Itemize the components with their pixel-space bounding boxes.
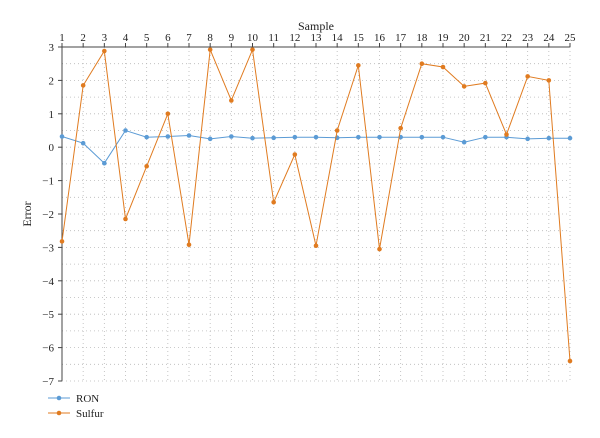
x-tick-label: 3 [102, 32, 108, 44]
sulfur-point [313, 243, 319, 249]
x-tick-label: 24 [543, 32, 555, 44]
ron-point [313, 134, 319, 140]
ron-point [419, 134, 425, 140]
plot-grid [62, 47, 570, 381]
sulfur-point [504, 132, 509, 137]
sulfur-point [440, 64, 446, 70]
x-tick-label: 1 [59, 32, 65, 44]
y-tick-label: −2 [42, 209, 54, 221]
x-tick-label: 23 [522, 32, 534, 44]
sulfur-point [229, 98, 234, 103]
series-layer [59, 47, 573, 364]
sulfur-point [483, 80, 488, 86]
y-axis-title: Error [20, 201, 34, 226]
y-tick-label: −5 [42, 309, 54, 321]
x-tick-label: 10 [247, 32, 259, 44]
sulfur-point [356, 63, 361, 68]
sulfur-point [525, 74, 530, 79]
y-tick-label: 0 [49, 142, 55, 154]
y-tick-label: 1 [49, 109, 55, 121]
legend-ron-marker [56, 395, 62, 401]
legend: RON Sulfur [48, 393, 104, 420]
sulfur-point [567, 358, 573, 364]
ron-point [292, 134, 298, 140]
sulfur-point [398, 125, 403, 131]
ron-point [165, 134, 171, 139]
sulfur-point [292, 152, 298, 157]
sulfur-point [102, 48, 107, 54]
x-tick-label: 9 [229, 32, 235, 44]
sulfur-point [461, 84, 467, 89]
ron-point [377, 134, 382, 140]
sulfur-point [250, 47, 255, 52]
sulfur-point [419, 61, 425, 66]
sulfur-point [165, 111, 171, 117]
sulfur-point [144, 163, 149, 169]
x-tick-label: 13 [311, 32, 323, 44]
x-tick-label: 8 [207, 32, 213, 44]
sulfur-point [123, 216, 128, 222]
x-axis-title: Sample [298, 19, 334, 33]
ron-point [144, 134, 149, 140]
x-tick-label: 4 [123, 32, 129, 44]
x-tick-label: 16 [374, 32, 386, 44]
x-tick-label: 5 [144, 32, 150, 44]
y-tick-label: −1 [42, 176, 54, 188]
sulfur-point [80, 83, 86, 88]
y-tick-labels: 3 2 1 0 −1 −2 −3 −4 −5 −6 −7 [42, 42, 54, 388]
sulfur-point [186, 242, 192, 248]
legend-ron-label: RON [76, 393, 99, 405]
plot-axes [58, 43, 571, 382]
y-tick-label: −3 [42, 242, 54, 254]
y-tick-label: 2 [49, 75, 55, 87]
ron-point [525, 136, 530, 142]
y-tick-label: −4 [42, 276, 54, 288]
ron-point [250, 135, 255, 141]
x-tick-label: 11 [268, 32, 279, 44]
ron-point [207, 136, 213, 142]
x-tick-label: 22 [501, 32, 512, 44]
ron-point [229, 134, 234, 139]
legend-sulfur-label: Sulfur [76, 408, 104, 420]
ron-point [80, 140, 86, 146]
y-tick-label: −7 [42, 376, 54, 388]
ron-point [186, 133, 192, 138]
x-tick-label: 18 [416, 32, 428, 44]
x-tick-label: 25 [565, 32, 577, 44]
x-tick-label: 7 [186, 32, 192, 44]
ron-point [440, 134, 446, 140]
sulfur-point [546, 78, 552, 83]
x-tick-label: 2 [80, 32, 86, 44]
x-tick-labels: 1 2 3 4 5 6 7 8 9 10 11 12 13 14 15 16 17 18 19 20 21 22 23 24 2… [59, 32, 576, 44]
sulfur-point [59, 239, 65, 244]
sulfur-point [334, 128, 340, 133]
x-tick-label: 19 [438, 32, 450, 44]
x-tick-label: 15 [353, 32, 365, 44]
ron-point [356, 134, 361, 140]
ron-point [567, 135, 573, 141]
legend-sulfur-marker [56, 410, 62, 416]
x-tick-label: 12 [289, 32, 300, 44]
x-tick-label: 17 [395, 32, 407, 44]
sulfur-point [207, 47, 213, 52]
x-tick-label: 20 [459, 32, 471, 44]
x-tick-label: 6 [165, 32, 171, 44]
ron-point [546, 135, 552, 141]
x-tick-label: 21 [480, 32, 491, 44]
x-tick-label: 14 [332, 32, 344, 44]
y-tick-label: −6 [42, 343, 54, 355]
sulfur-point [271, 200, 276, 205]
sulfur-point [377, 246, 382, 252]
ron-point [102, 160, 107, 166]
ron-point [461, 139, 467, 145]
ron-point [123, 128, 128, 133]
ron-point [483, 134, 488, 140]
ron-point [59, 134, 65, 139]
ron-point [271, 135, 276, 141]
y-tick-label: 3 [49, 42, 55, 54]
